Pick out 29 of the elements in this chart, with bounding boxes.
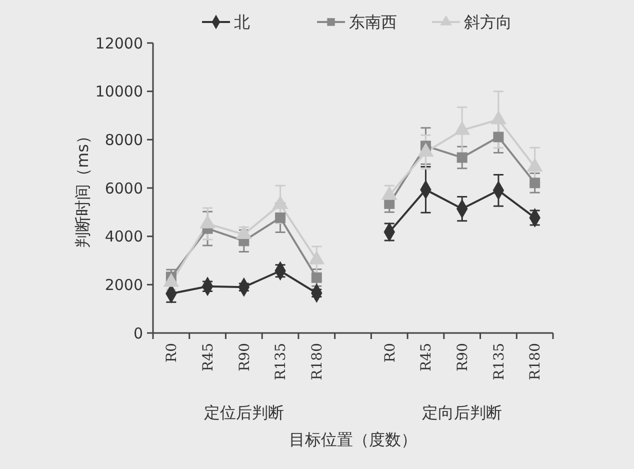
y-axis-title: 判断时间（ms） bbox=[73, 128, 92, 248]
x-tick-label: R45 bbox=[200, 343, 216, 372]
point bbox=[530, 178, 540, 188]
point bbox=[493, 132, 504, 142]
x-tick-label: R45 bbox=[418, 343, 435, 372]
y-tick-label: 10000 bbox=[95, 82, 143, 101]
x-tick-label: R135 bbox=[273, 343, 290, 380]
y-tick-label: 12000 bbox=[95, 34, 143, 52]
x-tick-label: R0 bbox=[382, 343, 398, 362]
legend-label: 东南西 bbox=[349, 12, 397, 32]
legend-label: 北 bbox=[234, 12, 250, 32]
y-tick-label: 8000 bbox=[104, 130, 143, 149]
x-tick-label: R135 bbox=[491, 343, 508, 380]
x-tick-label: R0 bbox=[164, 343, 180, 362]
x-tick-label: R180 bbox=[310, 343, 326, 380]
point bbox=[311, 272, 322, 283]
legend-label: 斜方向 bbox=[464, 12, 512, 32]
text: 定位后判断 bbox=[204, 403, 284, 422]
x-tick-label: R90 bbox=[454, 343, 471, 372]
x-tick-label: R90 bbox=[236, 343, 253, 372]
y-tick-label: 4000 bbox=[104, 228, 143, 246]
point bbox=[275, 212, 286, 223]
y-tick-label: 6000 bbox=[104, 179, 143, 198]
y-tick-label: 2000 bbox=[104, 276, 143, 294]
point bbox=[456, 152, 468, 163]
x-tick-label: R180 bbox=[528, 343, 544, 380]
x-axis-title: 目标位置（度数） bbox=[289, 430, 417, 449]
y-tick-label: 0 bbox=[133, 324, 143, 342]
text: 定向后判断 bbox=[422, 403, 502, 422]
